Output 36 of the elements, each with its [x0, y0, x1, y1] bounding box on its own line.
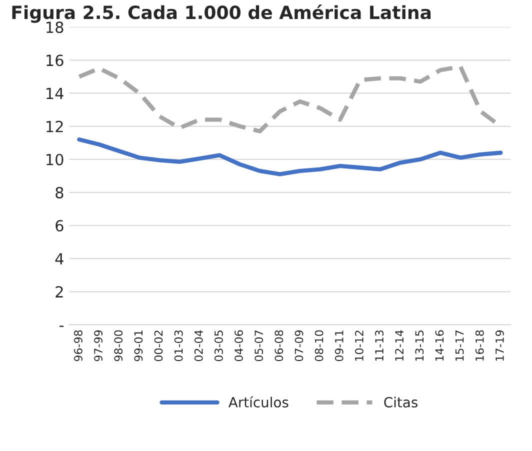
- y-tick-label: 12: [46, 120, 63, 132]
- x-tick-label: 00-02: [154, 330, 163, 362]
- x-tick-label: 16-18: [475, 330, 484, 361]
- y-tick-label: 8: [56, 186, 64, 198]
- legend-label: Citas: [384, 396, 418, 408]
- x-tick-label: 10-12: [355, 330, 364, 361]
- x-tick-label: 15-17: [456, 330, 464, 361]
- x-tick-label: 98-00: [114, 330, 123, 362]
- y-tick-label: 4: [55, 253, 64, 264]
- y-tick-label: 10: [46, 154, 64, 166]
- x-tick-label: 04-06: [234, 330, 243, 362]
- chart-title: Figura 2.5. Cada 1.000 de América Latina: [12, 4, 431, 23]
- y-tick-label: 18: [46, 22, 64, 34]
- x-tick-label: 09-11: [334, 330, 344, 362]
- x-tick-label: 02-04: [194, 330, 203, 362]
- y-tick-label: 6: [56, 220, 64, 232]
- line-series: [77, 137, 503, 176]
- x-tick-label: 06-08: [274, 330, 284, 362]
- y-tick-label: 2: [56, 286, 63, 298]
- x-tick-label: 14-16: [435, 330, 444, 361]
- x-tick-label: 11-13: [375, 330, 384, 361]
- x-tick-label: 01-03: [174, 330, 183, 362]
- x-tick-label: 12-14: [395, 330, 404, 361]
- y-tick-label: 14: [46, 88, 64, 100]
- y-tick-label: -: [60, 326, 64, 327]
- x-tick-label: 07-09: [294, 330, 304, 362]
- x-tick-label: 08-10: [314, 330, 324, 362]
- y-tick-label: 16: [46, 54, 64, 66]
- x-tick-label: 05-07: [254, 330, 264, 362]
- x-tick-label: 17-19: [496, 330, 504, 361]
- x-tick-label: 96-98: [74, 330, 82, 362]
- x-tick-label: 13-15: [415, 330, 424, 361]
- x-tick-label: 97-99: [94, 330, 102, 362]
- legend-label: Artículos: [228, 396, 288, 408]
- x-tick-label: 03-05: [214, 330, 223, 362]
- x-tick-label: 99-01: [134, 330, 143, 362]
